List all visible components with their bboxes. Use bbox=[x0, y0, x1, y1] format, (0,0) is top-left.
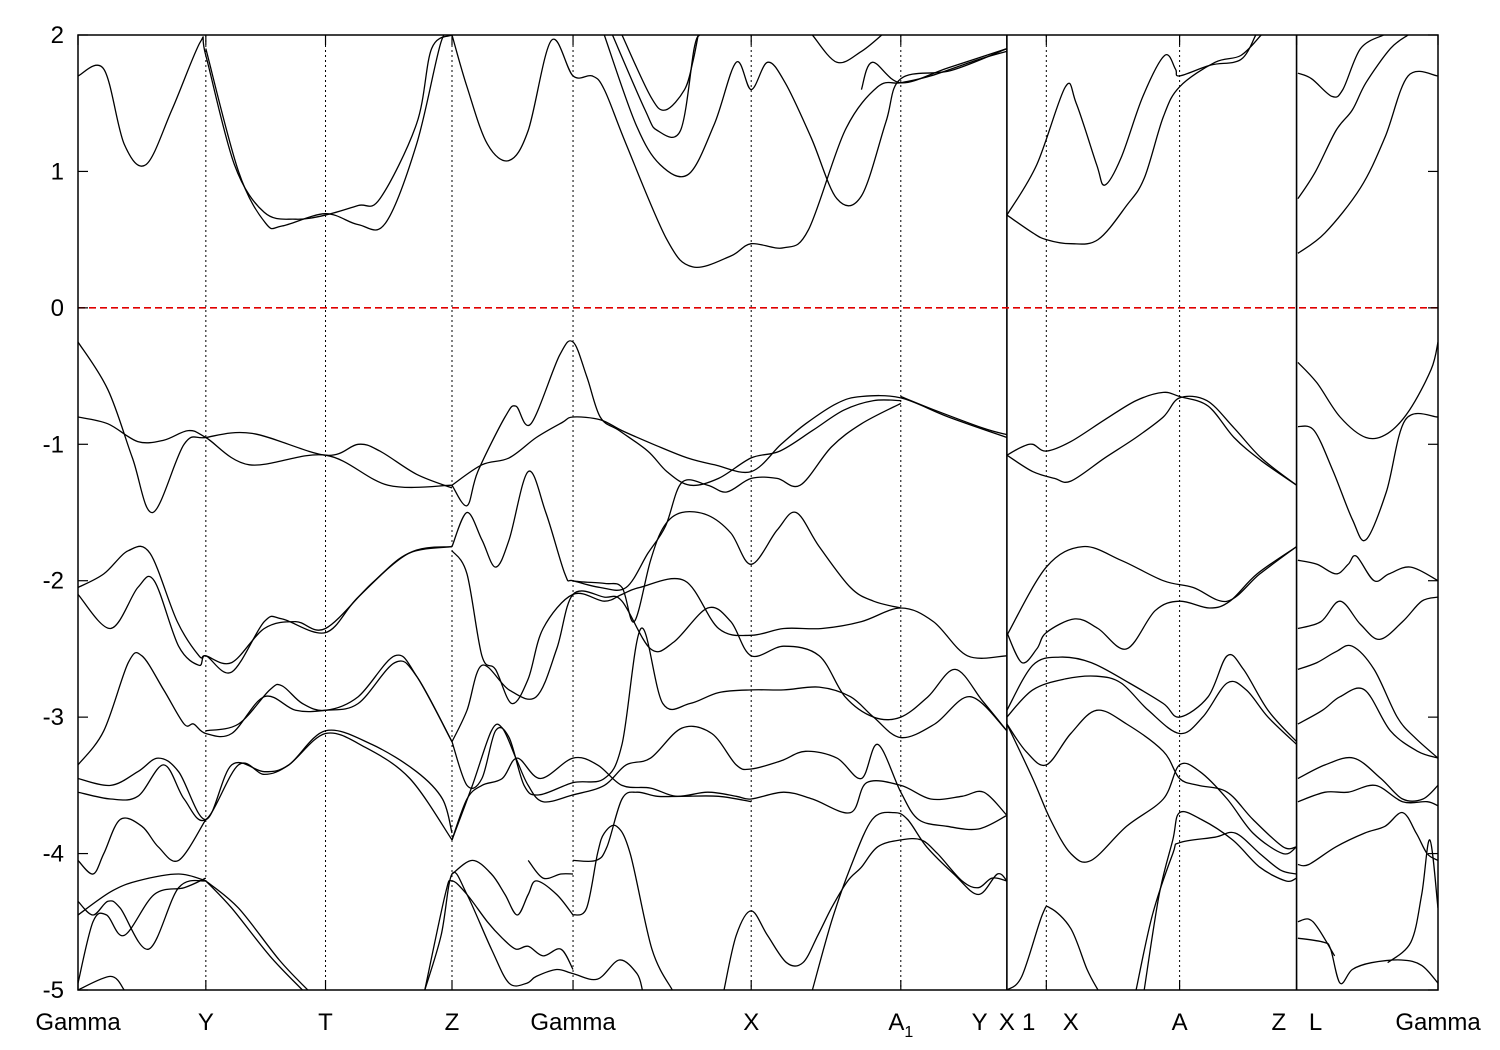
band-line-66 bbox=[1297, 811, 1438, 867]
band-line-28 bbox=[1006, 546, 1297, 664]
band-line-65 bbox=[1143, 810, 1297, 990]
band-line-5 bbox=[611, 35, 701, 139]
band-line-19 bbox=[1006, 391, 1297, 486]
band-line-4 bbox=[603, 35, 1008, 207]
band-line-24 bbox=[78, 545, 453, 674]
band-line-47 bbox=[1297, 784, 1438, 807]
k-point-label: A bbox=[1172, 1009, 1188, 1036]
k-point-label: A1 bbox=[888, 1009, 913, 1041]
k-point-label: Gamma bbox=[35, 1009, 121, 1036]
band-line-60 bbox=[572, 824, 673, 990]
band-line-38 bbox=[1297, 644, 1438, 759]
band-line-20 bbox=[1006, 395, 1297, 486]
y-tick-label: -3 bbox=[43, 704, 64, 731]
k-point-label: 1 bbox=[1022, 1009, 1035, 1036]
plot-frame bbox=[77, 34, 1439, 991]
x-axis: Gamma Y T Z Gamma X A1 Y X 1 X A Z L Gamma bbox=[35, 35, 1481, 1041]
k-point-label: X bbox=[743, 1009, 759, 1036]
k-point-label: Y bbox=[972, 1009, 988, 1036]
y-tick-label: 2 bbox=[51, 22, 64, 49]
band-line-12 bbox=[1297, 35, 1384, 98]
band-lines bbox=[78, 35, 1438, 990]
band-line-40 bbox=[78, 729, 453, 834]
band-line-49 bbox=[78, 879, 206, 950]
k-point-label: Z bbox=[1272, 1009, 1287, 1036]
band-line-16 bbox=[451, 340, 901, 507]
k-point-label: T bbox=[318, 1009, 333, 1036]
band-line-30 bbox=[1297, 554, 1438, 583]
band-line-64 bbox=[1135, 831, 1297, 990]
y-tick-label: -4 bbox=[43, 841, 64, 868]
y-tick-label: 0 bbox=[51, 295, 64, 322]
band-line-35 bbox=[451, 627, 1008, 796]
band-line-26 bbox=[572, 402, 902, 591]
band-line-22 bbox=[1297, 412, 1438, 542]
k-point-label: X bbox=[1063, 1009, 1079, 1036]
band-line-53 bbox=[205, 880, 303, 990]
band-line-45 bbox=[1006, 723, 1297, 863]
band-line-59 bbox=[572, 791, 752, 863]
band-line-37 bbox=[1006, 675, 1298, 745]
band-line-69 bbox=[1387, 839, 1438, 964]
band-line-7 bbox=[811, 35, 883, 64]
band-line-32 bbox=[78, 651, 453, 766]
band-line-10 bbox=[1006, 35, 1257, 216]
band-line-62 bbox=[811, 811, 1008, 990]
band-line-17 bbox=[451, 394, 1008, 486]
y-tick-label: -5 bbox=[43, 977, 64, 1004]
band-line-8 bbox=[860, 47, 1008, 90]
band-line-57 bbox=[451, 859, 574, 916]
band-line-23 bbox=[78, 545, 453, 665]
y-axis: 2 1 0 -1 -2 -3 -4 -5 bbox=[43, 22, 1438, 1004]
band-line-39 bbox=[1297, 687, 1438, 759]
band-line-31 bbox=[1297, 596, 1438, 641]
y-tick-label: 1 bbox=[51, 158, 64, 185]
band-line-29 bbox=[1006, 545, 1297, 636]
k-point-label: X bbox=[999, 1009, 1015, 1036]
y-tick-label: -1 bbox=[43, 431, 64, 458]
k-point-label: Y bbox=[198, 1009, 214, 1036]
band-line-56 bbox=[424, 879, 574, 990]
k-point-label: Gamma bbox=[1395, 1009, 1481, 1036]
band-line-18 bbox=[900, 395, 1008, 436]
band-line-14 bbox=[78, 341, 453, 514]
band-line-33 bbox=[205, 654, 453, 743]
band-line-48 bbox=[78, 817, 207, 875]
band-line-25 bbox=[451, 470, 901, 623]
band-line-67 bbox=[1297, 937, 1438, 985]
plot-frame-group bbox=[77, 34, 1439, 991]
band-line-15 bbox=[78, 416, 453, 489]
k-point-label: L bbox=[1309, 1009, 1322, 1036]
band-line-3 bbox=[451, 35, 1008, 269]
band-line-27 bbox=[451, 550, 1007, 705]
band-line-68 bbox=[1297, 918, 1336, 957]
band-line-63 bbox=[1006, 905, 1099, 990]
band-line-58 bbox=[527, 859, 574, 880]
band-line-50 bbox=[78, 873, 206, 916]
band-line-11 bbox=[1297, 35, 1409, 200]
k-point-separators bbox=[205, 35, 1298, 990]
band-line-42 bbox=[451, 756, 1008, 841]
band-line-44 bbox=[1006, 709, 1297, 850]
band-line-2 bbox=[205, 35, 453, 231]
band-line-61 bbox=[723, 837, 1008, 990]
band-line-9 bbox=[1006, 35, 1262, 245]
band-line-6 bbox=[621, 35, 699, 111]
k-point-label: Z bbox=[445, 1009, 460, 1036]
band-line-21 bbox=[1297, 341, 1438, 440]
band-line-52 bbox=[78, 975, 125, 990]
band-line-34 bbox=[451, 590, 1008, 742]
band-line-1 bbox=[78, 35, 453, 220]
k-point-label: Gamma bbox=[530, 1009, 616, 1036]
band-line-13 bbox=[1297, 70, 1438, 254]
band-line-51 bbox=[78, 877, 207, 984]
band-line-36 bbox=[1006, 654, 1298, 743]
band-line-41 bbox=[78, 732, 453, 841]
band-line-46 bbox=[1297, 756, 1438, 802]
y-tick-label: -2 bbox=[43, 568, 64, 595]
band-line-43 bbox=[451, 723, 1008, 841]
band-line-54 bbox=[205, 880, 309, 990]
band-line-55 bbox=[424, 871, 644, 990]
